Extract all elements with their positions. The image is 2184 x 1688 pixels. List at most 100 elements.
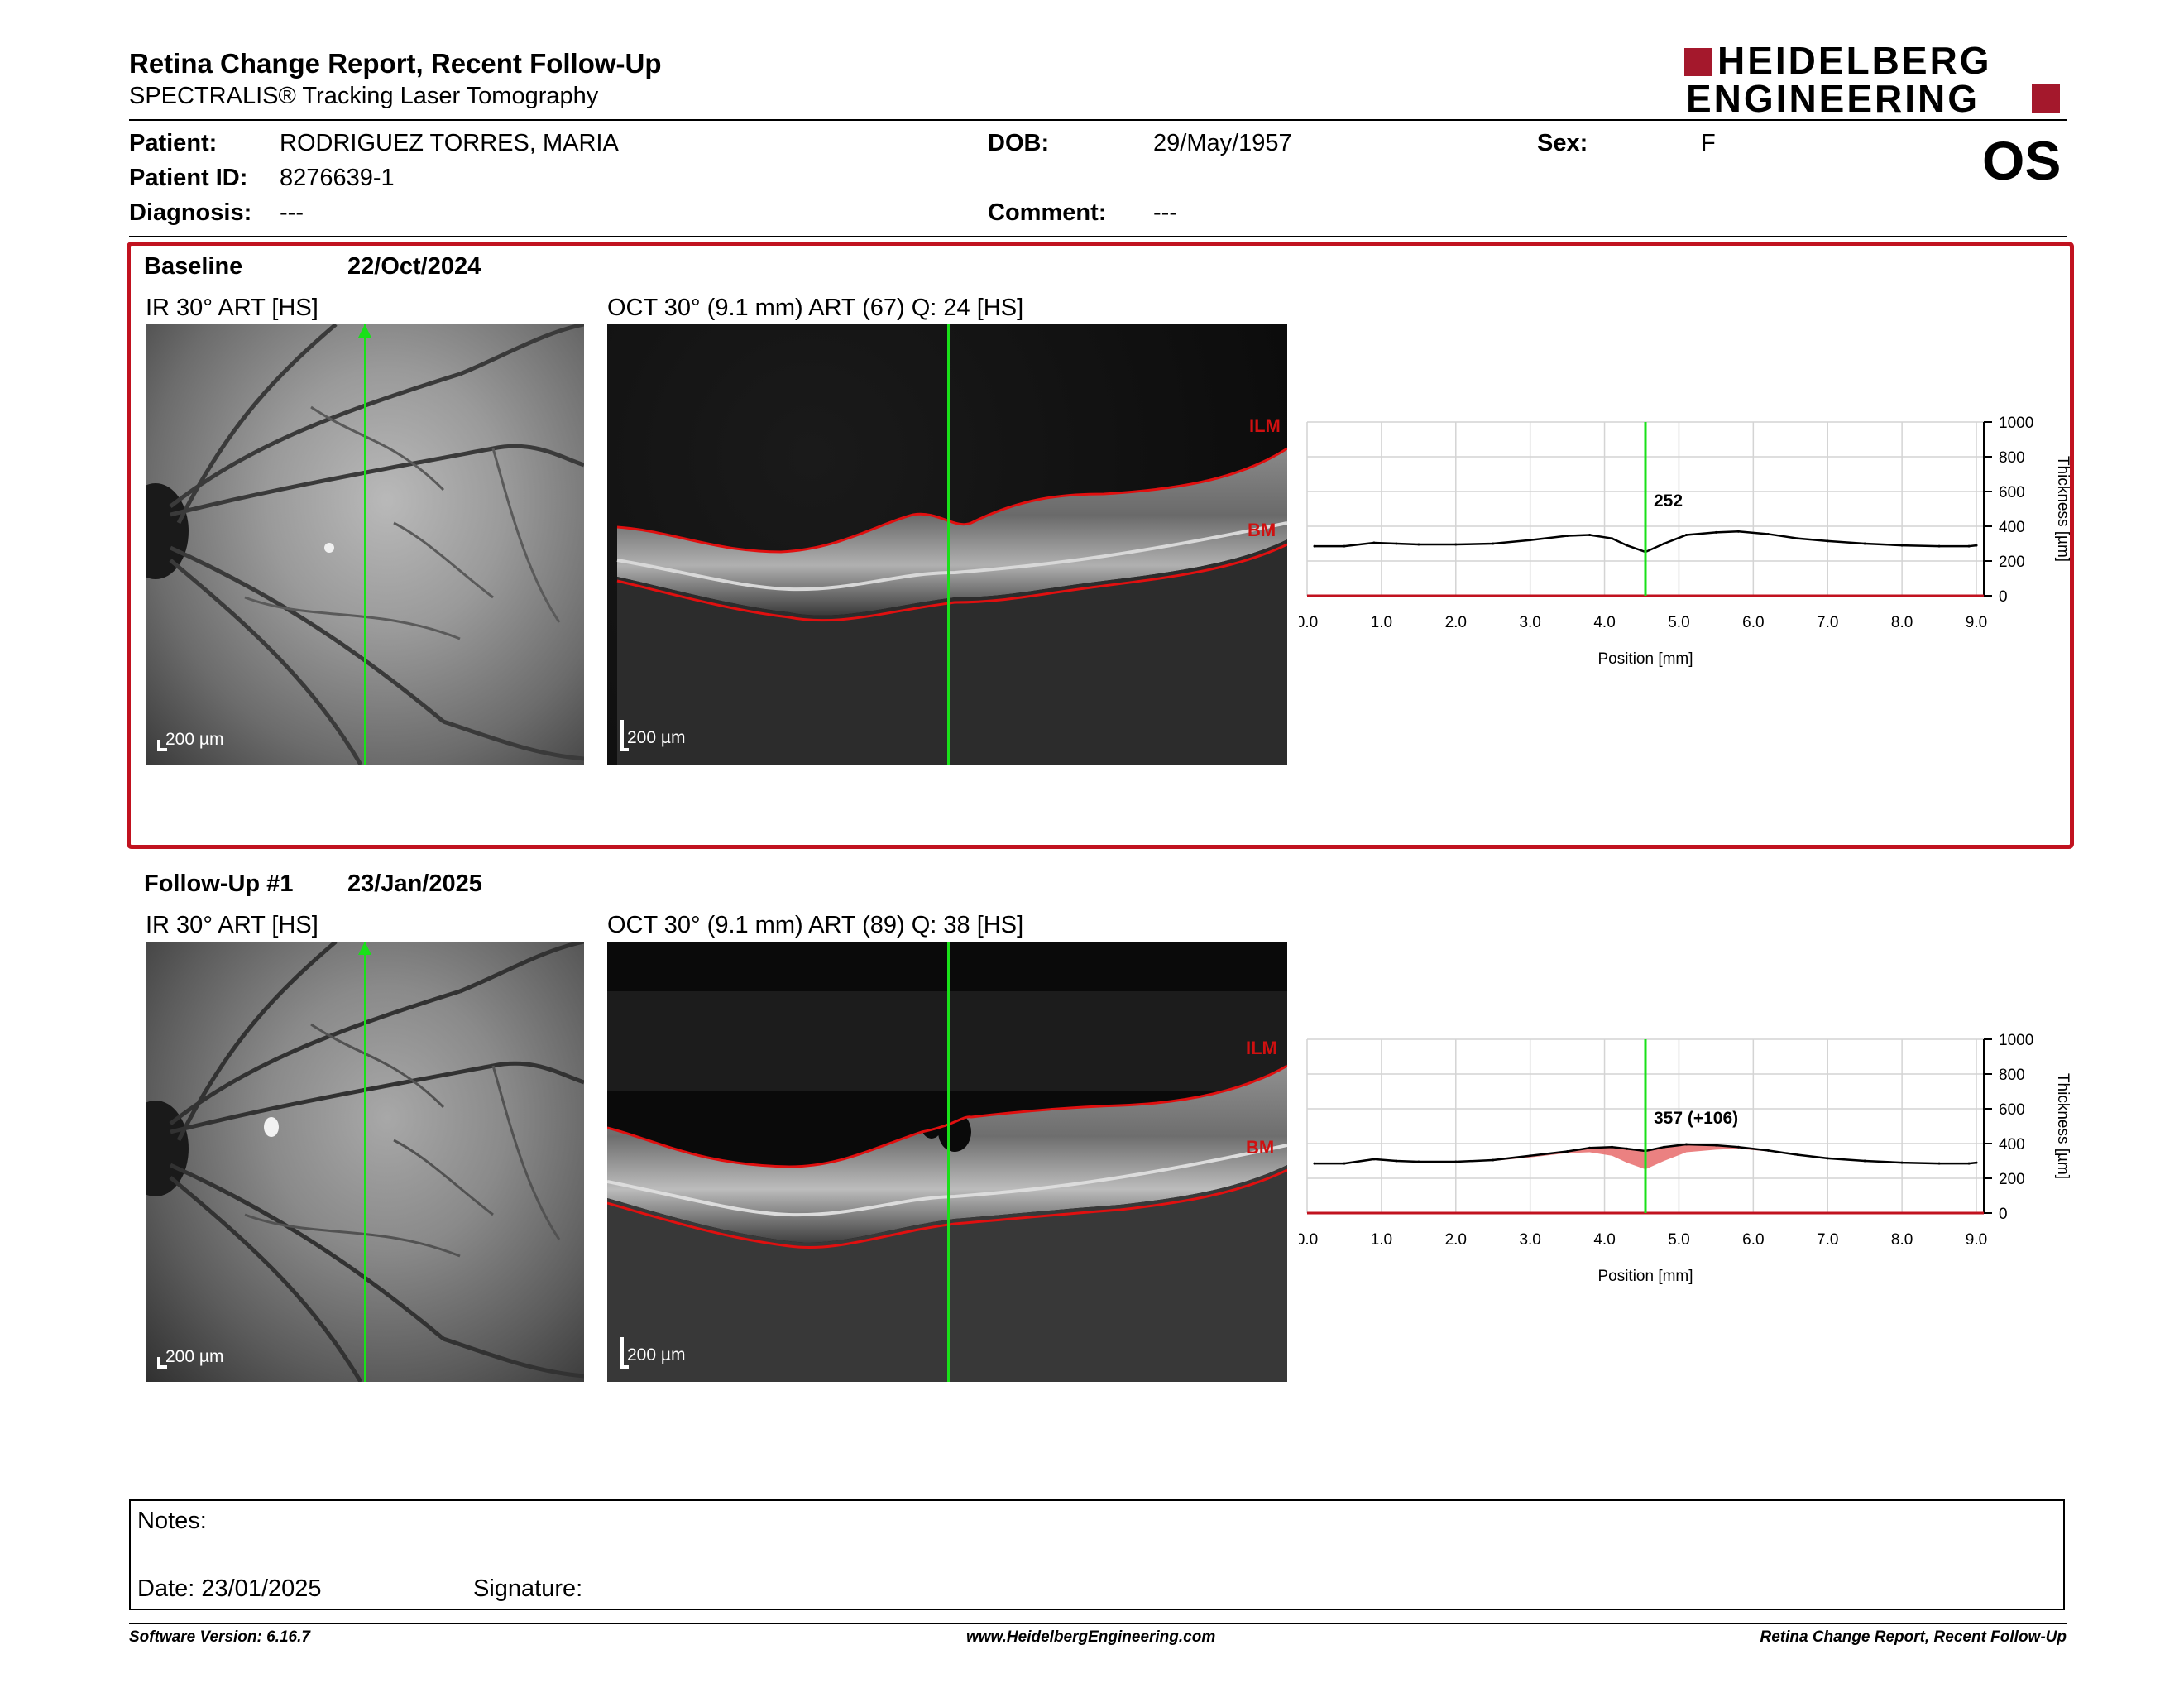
chart-data-point [1975,1161,1978,1164]
chart-x-tick-label: 2.0 [1445,1231,1467,1249]
baseline-oct-image[interactable]: ILM BM 200 µm [607,324,1287,765]
baseline-oct-scan-line [947,324,950,765]
chart-marker-label: 357 (+106) [1654,1109,1738,1128]
chart-data-point [1826,1157,1829,1160]
chart-data-point [1454,543,1458,546]
chart-x-tick-label: 2.0 [1445,614,1467,631]
chart-data-point [1975,544,1978,547]
report-title: Retina Change Report, Recent Follow-Up [129,48,662,79]
followup-thickness-chart: 0.0 1.0 2.0 3.0 4.0 5.0 6.0 7.0 8.0 9.0 0 200 400 600… [1299,1032,2071,1285]
notes-box[interactable]: Notes: Date: 23/01/2025 Signature: [129,1499,2065,1610]
chart-data-point [1313,544,1316,548]
chart-data-point [1417,543,1420,546]
chart-x-axis-title: Position [mm] [1597,650,1693,668]
chart-data-point [1343,544,1346,548]
chart-x-tick-label: 6.0 [1742,1231,1764,1249]
chart-data-point [1662,542,1665,545]
chart-data-point [1863,1159,1866,1163]
chart-data-point [1967,1162,1971,1165]
chart-data-point [1566,535,1569,538]
dob-label: DOB: [988,130,1050,156]
chart-data-point [1492,1158,1495,1162]
chart-x-tick-label: 0.0 [1299,1231,1318,1249]
chart-data-point [1766,532,1770,535]
chart-y-tick-label: 1000 [1999,1032,2033,1049]
chart-data-point [1611,1145,1614,1149]
baseline-ir-scan-line [364,324,366,765]
followup-ir-title: IR 30° ART [HS] [146,912,318,938]
chart-data-point [1796,537,1799,540]
notes-label: Notes: [137,1508,207,1534]
followup-bm-label: BM [1246,1137,1275,1158]
chart-x-tick-label: 5.0 [1668,1231,1689,1249]
chart-data-point [1529,539,1532,542]
chart-data-point [1863,542,1866,545]
chart-marker-label: 252 [1654,492,1683,511]
baseline-oct-scale: 200 µm [627,728,686,747]
chart-y-tick-label: 600 [1999,484,2025,501]
chart-x-tick-label: 3.0 [1519,614,1540,631]
chart-data-point [1492,542,1495,545]
baseline-label: Baseline [144,253,243,280]
chart-x-tick-label: 4.0 [1593,614,1615,631]
followup-ir-image[interactable]: 200 µm [146,942,584,1382]
chart-x-axis-title: Position [mm] [1597,1268,1693,1285]
chart-data-point [1766,1149,1770,1152]
chart-data-point [1714,1144,1717,1147]
chart-data-point [1395,542,1398,545]
baseline-ir-image[interactable]: 200 µm [146,324,584,765]
baseline-date: 22/Oct/2024 [347,253,481,280]
followup-oct-image[interactable]: ILM BM 200 µm [607,942,1287,1382]
chart-data-point [1937,544,1941,548]
chart-data-point [1343,1162,1346,1165]
followup-oct-scale: 200 µm [627,1345,686,1364]
eye-indicator: OS [1982,130,2062,191]
baseline-scan-arrow-icon [358,324,371,338]
followup-ir-scan-line [364,942,366,1382]
chart-data-point [1395,1159,1398,1163]
chart-data-point [1662,1145,1665,1149]
patient-name-label: Patient: [129,130,218,156]
signature-label: Signature: [473,1575,583,1602]
heidelberg-logo: HEIDELBERG ENGINEERING [1684,41,2067,117]
diagnosis-value: --- [280,199,304,226]
patient-id-label: Patient ID: [129,165,248,191]
baseline-oct-layers [616,447,1287,765]
footer-report-name: Retina Change Report, Recent Follow-Up [1760,1628,2067,1646]
header-rule [129,119,2067,121]
chart-data-point [1454,1160,1458,1163]
software-version: Software Version: 6.16.7 [129,1628,310,1646]
baseline-ir-scale-bar [157,740,167,751]
chart-x-tick-label: 1.0 [1371,1231,1392,1249]
chart-x-tick-label: 7.0 [1817,614,1838,631]
chart-data-point [1417,1160,1420,1163]
comment-value: --- [1153,199,1177,226]
chart-x-tick-label: 4.0 [1593,1231,1615,1249]
baseline-section [127,242,2074,849]
chart-data-point [1626,544,1629,547]
followup-oct-title: OCT 30° (9.1 mm) ART (89) Q: 38 [HS] [607,912,1024,938]
chart-y-tick-label: 1000 [1999,415,2033,432]
baseline-oct-title: OCT 30° (9.1 mm) ART (67) Q: 24 [HS] [607,295,1024,321]
website-link[interactable]: www.HeidelbergEngineering.com [966,1628,1216,1646]
chart-y-tick-label: 200 [1999,1171,2025,1188]
logo-square-bottom [2032,84,2060,113]
chart-y-tick-label: 200 [1999,554,2025,571]
followup-ir-scale-bar [157,1357,167,1369]
patient-rule [129,236,2067,237]
baseline-oct-scale-bar [620,720,629,751]
chart-data-point [1626,1147,1629,1150]
chart-x-tick-label: 6.0 [1742,614,1764,631]
chart-x-tick-label: 3.0 [1519,1231,1540,1249]
chart-y-tick-label: 0 [1999,1206,2008,1223]
logo-square-top [1684,48,1712,76]
chart-x-tick-label: 5.0 [1668,614,1689,631]
chart-data-point [1372,1158,1376,1161]
chart-data-point [1736,530,1740,533]
footer-rule [129,1623,2067,1624]
chart-x-tick-label: 1.0 [1371,614,1392,631]
baseline-thickness-chart: 0.0 1.0 2.0 3.0 4.0 5.0 6.0 7.0 8.0 9.0 0 200 400 600… [1299,415,2071,668]
followup-scan-arrow-icon [358,942,371,955]
chart-data-point [1372,541,1376,544]
chart-x-tick-label: 0.0 [1299,614,1318,631]
